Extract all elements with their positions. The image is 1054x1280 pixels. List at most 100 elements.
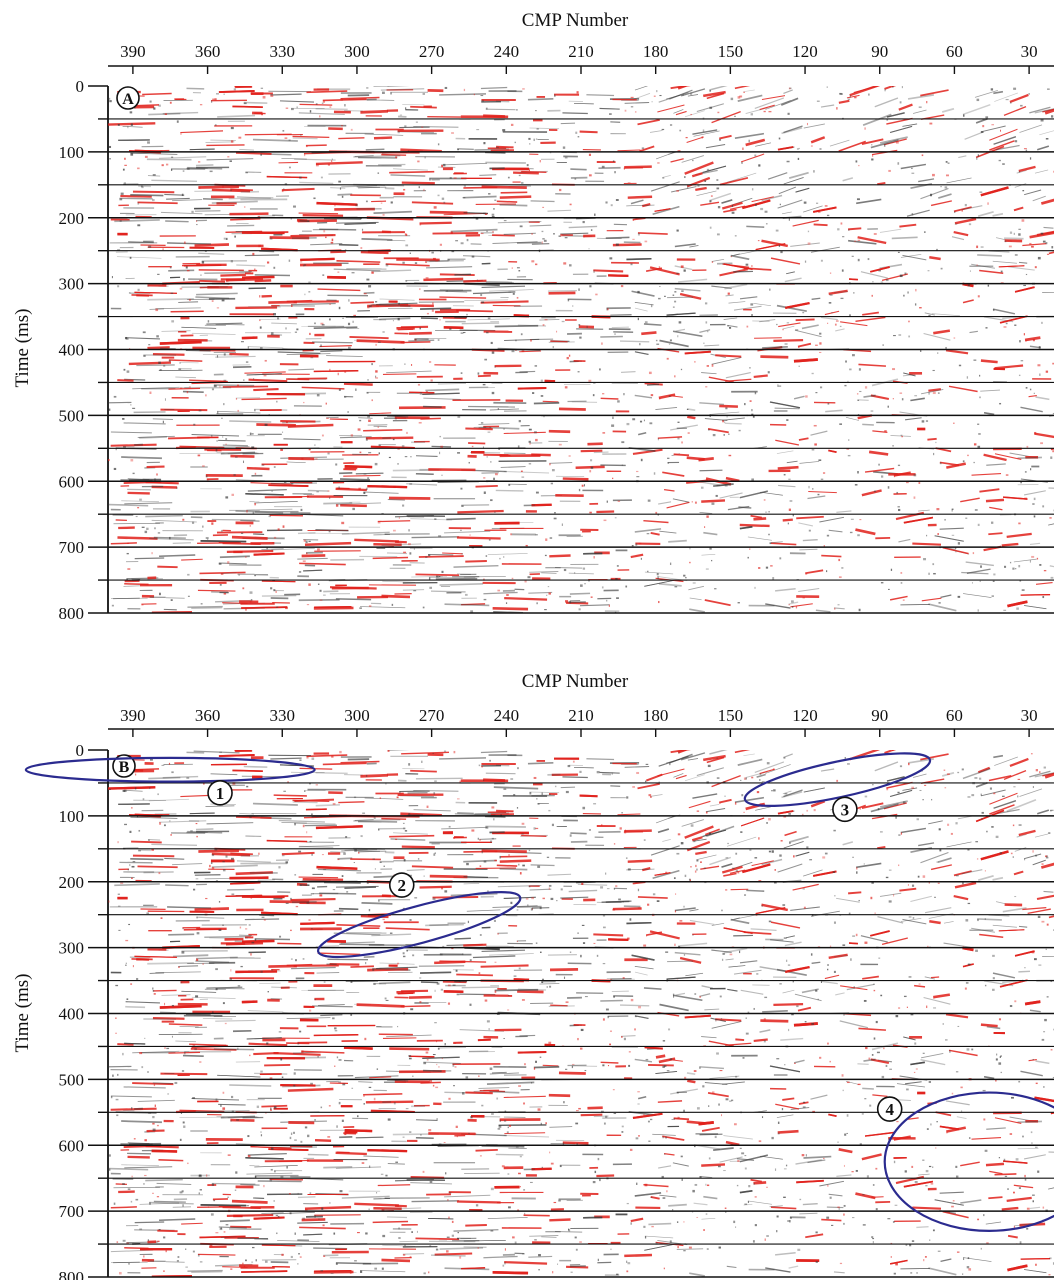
seismic-noise-speck bbox=[716, 179, 719, 181]
seismic-trace-stroke bbox=[912, 773, 927, 778]
seismic-trace-stroke bbox=[649, 130, 663, 133]
seismic-trace-stroke bbox=[155, 307, 201, 310]
seismic-noise-speck bbox=[202, 525, 204, 528]
seismic-trace-stroke bbox=[1035, 1060, 1050, 1065]
seismic-noise-speck bbox=[233, 88, 236, 91]
seismic-noise-speck bbox=[621, 441, 625, 444]
seismic-trace-stroke bbox=[304, 1205, 352, 1210]
seismic-noise-speck bbox=[579, 336, 582, 339]
seismic-trace-stroke bbox=[689, 597, 702, 601]
seismic-trace-stroke bbox=[377, 520, 411, 523]
seismic-trace-stroke bbox=[861, 802, 884, 810]
seismic-noise-speck bbox=[805, 573, 808, 575]
seismic-noise-speck bbox=[767, 371, 770, 374]
seismic-trace-stroke bbox=[980, 125, 1006, 133]
seismic-trace-stroke bbox=[870, 394, 890, 400]
seismic-noise-speck bbox=[515, 339, 517, 342]
seismic-trace-stroke bbox=[191, 1097, 240, 1101]
seismic-noise-speck bbox=[317, 548, 320, 551]
seismic-trace-stroke bbox=[204, 935, 251, 939]
seismic-trace-stroke bbox=[729, 869, 746, 874]
y-tick-label: 800 bbox=[59, 604, 85, 623]
seismic-noise-speck bbox=[683, 269, 686, 272]
seismic-noise-speck bbox=[1036, 557, 1039, 560]
seismic-trace-stroke bbox=[379, 962, 415, 965]
seismic-noise-speck bbox=[708, 428, 710, 431]
seismic-trace-stroke bbox=[338, 137, 365, 140]
seismic-noise-speck bbox=[926, 534, 928, 537]
seismic-trace-stroke bbox=[110, 542, 137, 545]
seismic-noise-speck bbox=[1003, 326, 1007, 328]
seismic-trace-stroke bbox=[699, 1175, 713, 1178]
seismic-trace-stroke bbox=[971, 1136, 1002, 1140]
seismic-trace-stroke bbox=[363, 1155, 399, 1158]
seismic-noise-speck bbox=[933, 572, 936, 575]
seismic-noise-speck bbox=[1025, 386, 1028, 389]
seismic-trace-stroke bbox=[798, 522, 814, 527]
seismic-noise-speck bbox=[139, 498, 142, 501]
seismic-noise-speck bbox=[385, 264, 389, 267]
seismic-trace-stroke bbox=[652, 869, 680, 880]
seismic-trace-stroke bbox=[728, 301, 746, 304]
seismic-trace-stroke bbox=[753, 1038, 768, 1043]
seismic-noise-speck bbox=[621, 464, 624, 466]
seismic-trace-stroke bbox=[684, 350, 711, 355]
seismic-trace-stroke bbox=[891, 86, 897, 88]
seismic-trace-stroke bbox=[848, 227, 862, 231]
seismic-trace-stroke bbox=[600, 397, 619, 400]
seismic-trace-stroke bbox=[905, 417, 922, 421]
seismic-trace-stroke bbox=[836, 510, 852, 513]
seismic-trace-stroke bbox=[1013, 558, 1037, 563]
seismic-trace-stroke bbox=[870, 803, 899, 813]
seismic-trace-stroke bbox=[439, 1247, 484, 1250]
seismic-noise-speck bbox=[344, 249, 347, 251]
seismic-noise-speck bbox=[243, 379, 245, 381]
seismic-trace-stroke bbox=[643, 519, 669, 524]
seismic-trace-stroke bbox=[291, 236, 317, 240]
seismic-noise-speck bbox=[484, 358, 488, 361]
seismic-trace-stroke bbox=[147, 297, 194, 301]
seismic-trace-stroke bbox=[483, 778, 506, 782]
seismic-noise-speck bbox=[839, 325, 842, 328]
seismic-trace-stroke bbox=[1013, 870, 1024, 876]
seismic-trace-stroke bbox=[788, 1265, 799, 1269]
seismic-noise-speck bbox=[254, 268, 256, 271]
seismic-trace-stroke bbox=[247, 1152, 287, 1156]
seismic-trace-stroke bbox=[634, 528, 662, 533]
seismic-trace-stroke bbox=[977, 874, 994, 882]
seismic-noise-speck bbox=[649, 422, 653, 425]
seismic-noise-speck bbox=[658, 397, 661, 400]
seismic-noise-speck bbox=[410, 456, 412, 458]
seismic-noise-speck bbox=[443, 201, 446, 204]
seismic-trace-stroke bbox=[429, 874, 468, 879]
seismic-trace-stroke bbox=[902, 787, 918, 791]
seismic-noise-speck bbox=[428, 577, 431, 580]
seismic-noise-speck bbox=[976, 157, 978, 160]
seismic-trace-stroke bbox=[684, 825, 714, 839]
seismic-noise-speck bbox=[240, 532, 244, 534]
seismic-noise-speck bbox=[532, 392, 535, 395]
seismic-noise-speck bbox=[182, 278, 185, 281]
seismic-noise-speck bbox=[588, 174, 592, 177]
seismic-trace-stroke bbox=[151, 843, 197, 846]
seismic-noise-speck bbox=[798, 365, 800, 367]
seismic-noise-speck bbox=[927, 270, 930, 272]
seismic-noise-speck bbox=[450, 231, 453, 234]
seismic-trace-stroke bbox=[637, 431, 647, 436]
seismic-noise-speck bbox=[565, 600, 569, 603]
seismic-noise-speck bbox=[371, 399, 373, 402]
seismic-trace-stroke bbox=[769, 1205, 783, 1208]
seismic-trace-stroke bbox=[483, 591, 518, 595]
seismic-trace-stroke bbox=[301, 1218, 326, 1222]
seismic-trace-stroke bbox=[723, 317, 738, 320]
seismic-trace-stroke bbox=[304, 541, 352, 546]
seismic-noise-speck bbox=[1042, 240, 1046, 243]
seismic-trace-stroke bbox=[713, 483, 734, 488]
seismic-trace-stroke bbox=[114, 883, 160, 887]
seismic-noise-speck bbox=[552, 346, 555, 349]
seismic-trace-stroke bbox=[271, 322, 297, 325]
seismic-noise-speck bbox=[722, 420, 725, 423]
seismic-trace-stroke bbox=[241, 1270, 288, 1273]
seismic-trace-stroke bbox=[210, 773, 238, 776]
seismic-trace-stroke bbox=[218, 1226, 247, 1229]
